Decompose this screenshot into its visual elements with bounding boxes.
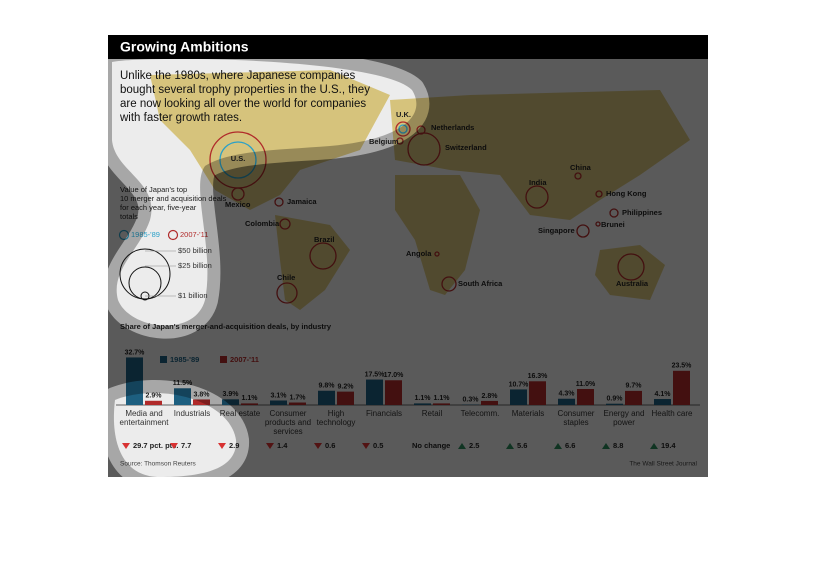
change-label: No change <box>412 441 450 450</box>
place-label: India <box>529 178 547 187</box>
bar <box>126 357 143 405</box>
bar <box>366 379 383 405</box>
bar <box>193 399 210 405</box>
credit: The Wall Street Journal <box>629 461 697 468</box>
value-label: 1.1% <box>415 395 432 402</box>
source: Source: Thomson Reuters <box>120 461 196 468</box>
legend-label: 1985-'89 <box>131 230 160 239</box>
value-label: 2.9% <box>146 393 163 400</box>
change-label: 2.9 <box>229 441 239 450</box>
bar <box>270 400 287 405</box>
legend-swatch <box>220 356 227 363</box>
place-label: Jamaica <box>287 197 317 206</box>
place-label: U.S. <box>231 154 246 163</box>
value-label: 1.7% <box>290 394 307 401</box>
value-label: 11.5% <box>173 380 193 387</box>
legend-label: 1985-'89 <box>170 355 199 364</box>
bar <box>625 390 642 405</box>
change-label: 1.4 <box>277 441 288 450</box>
size-legend-label: $1 billion <box>178 291 208 300</box>
value-label: 4.1% <box>655 391 672 398</box>
bar <box>433 403 450 405</box>
change-label: 0.5 <box>373 441 383 450</box>
value-label: 32.7% <box>125 349 146 356</box>
place-label: Australia <box>616 279 649 288</box>
size-legend-label: $25 billion <box>178 261 212 270</box>
place-label: Mexico <box>225 200 251 209</box>
size-legend-label: $50 billion <box>178 246 212 255</box>
change-label: 6.6 <box>565 441 575 450</box>
bar <box>241 403 258 405</box>
bar <box>337 391 354 405</box>
place-label: Colombia <box>245 219 280 228</box>
chart-title: Share of Japan's merger-and-acquisition … <box>120 322 332 331</box>
title: Growing Ambitions <box>120 39 249 55</box>
place-label: Brunei <box>601 220 625 229</box>
bar <box>174 388 191 405</box>
intro-text: Unlike the 1980s, where Japanese compani… <box>120 70 370 124</box>
place-label: Philippines <box>622 208 662 217</box>
value-label: 3.9% <box>223 391 240 398</box>
value-label: 9.2% <box>338 383 355 390</box>
value-label: 0.9% <box>607 396 624 403</box>
value-label: 3.1% <box>271 392 288 399</box>
place-label: Brazil <box>314 235 334 244</box>
change-label: 0.6 <box>325 441 335 450</box>
bar <box>654 399 671 405</box>
bar <box>385 380 402 405</box>
change-label: 7.7 <box>181 441 191 450</box>
value-label: 0.3% <box>463 396 480 403</box>
value-label: 17.5% <box>365 371 386 378</box>
value-label: 9.7% <box>626 383 643 390</box>
bar <box>222 399 239 405</box>
bar <box>510 389 527 405</box>
bar <box>558 398 575 405</box>
place-label: South Africa <box>458 279 503 288</box>
change-label: 5.6 <box>517 441 527 450</box>
place-label: Angola <box>406 249 432 258</box>
change-label: 29.7 pct. pts. <box>133 441 178 450</box>
bar <box>577 389 594 405</box>
place-label: Chile <box>277 273 295 282</box>
place-label: Belgium <box>369 137 399 146</box>
value-label: 3.8% <box>194 391 211 398</box>
value-label: 9.8% <box>319 383 336 390</box>
bar <box>606 403 623 405</box>
value-label: 17.0% <box>384 372 405 379</box>
value-label: 16.3% <box>528 373 549 380</box>
place-label: Switzerland <box>445 143 487 152</box>
value-label: 4.3% <box>559 391 576 398</box>
title-bar <box>108 35 708 59</box>
change-label: 19.4 <box>661 441 676 450</box>
place-label: Singapore <box>538 226 575 235</box>
place-label: Hong Kong <box>606 189 647 198</box>
bar <box>414 403 431 405</box>
value-label: 23.5% <box>672 363 693 370</box>
change-label: 2.5 <box>469 441 479 450</box>
bar <box>318 390 335 405</box>
bar <box>481 400 498 405</box>
value-label: 1.1% <box>242 395 259 402</box>
place-label: China <box>570 163 592 172</box>
bar <box>529 381 546 405</box>
value-label: 10.7% <box>509 381 530 388</box>
bar <box>145 400 162 405</box>
category-label: Health care <box>651 409 693 418</box>
legend-swatch <box>160 356 167 363</box>
legend-label: 2007-'11 <box>180 230 208 239</box>
legend-label: 2007-'11 <box>230 355 259 364</box>
change-label: 8.8 <box>613 441 623 450</box>
place-label: Netherlands <box>431 123 474 132</box>
value-label: 2.8% <box>482 393 499 400</box>
bar <box>289 402 306 405</box>
bar <box>673 370 690 405</box>
value-label: 1.1% <box>434 395 451 402</box>
place-label: U.K. <box>396 110 411 119</box>
value-label: 11.0% <box>576 381 596 388</box>
